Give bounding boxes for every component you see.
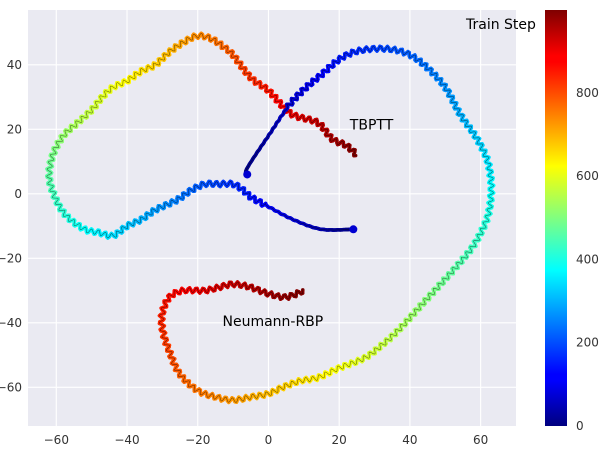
- y-tick-label: −20: [0, 251, 22, 265]
- x-tick-labels: −60 −40 −20 0 20 40 60: [44, 433, 489, 447]
- annotation-neumann-rbp: Neumann-RBP: [222, 314, 323, 330]
- x-tick-label: 0: [265, 433, 273, 447]
- trajectory-start-point: [349, 225, 357, 233]
- x-tick-label: 20: [332, 433, 347, 447]
- colorbar-tick-label: 0: [576, 419, 584, 433]
- y-tick-labels: −60 −40 −20 0 20 40: [0, 58, 22, 394]
- y-tick-label: 20: [7, 122, 22, 136]
- y-tick-label: 0: [14, 187, 22, 201]
- x-tick-label: −60: [44, 433, 69, 447]
- colorbar-gradient: [545, 10, 567, 426]
- x-tick-label: −20: [185, 433, 210, 447]
- colorbar-ticks: 0 200 400 600 800: [576, 86, 599, 433]
- colorbar-tick-label: 200: [576, 336, 599, 350]
- colorbar-tick-label: 600: [576, 169, 599, 183]
- colorbar-tick-label: 400: [576, 252, 599, 266]
- x-tick-label: −40: [114, 433, 139, 447]
- plot-area: [28, 10, 516, 426]
- y-tick-label: −40: [0, 316, 22, 330]
- y-tick-label: 40: [7, 58, 22, 72]
- x-tick-label: 40: [402, 433, 417, 447]
- trajectory-start-point: [243, 170, 251, 178]
- colorbar: 0 200 400 600 800: [545, 10, 599, 433]
- y-tick-label: −60: [0, 380, 22, 394]
- colorbar-label: Train Step: [465, 17, 536, 33]
- colorbar-tick-label: 800: [576, 86, 599, 100]
- x-tick-label: 60: [473, 433, 488, 447]
- annotation-tbptt: TBPTT: [349, 117, 394, 133]
